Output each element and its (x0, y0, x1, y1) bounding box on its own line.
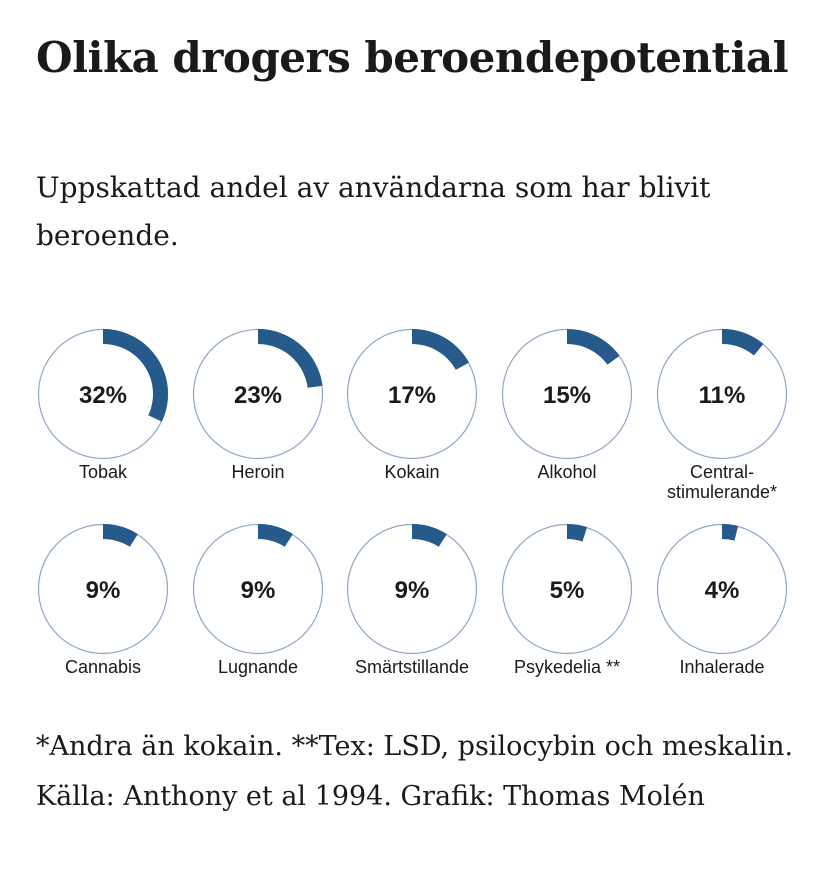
donut-cell: 32% Tobak (28, 328, 178, 482)
category-label: Central- stimulerande* (666, 462, 778, 502)
value-label: 11% (699, 382, 746, 409)
category-label: Psykedelia ** (513, 657, 621, 677)
donut-cell: 9% Cannabis (28, 523, 178, 677)
donut-ring: 11% (656, 328, 788, 460)
donut-cell: 9% Smärtstillande (337, 523, 487, 677)
chart-subtitle: Uppskattad andel av användarna som har b… (36, 171, 711, 252)
value-label: 32% (79, 382, 127, 409)
donut-value-arc (103, 329, 168, 422)
donut-cell: 15% Alkohol (492, 328, 642, 482)
donut-cell: 9% Lugnande (183, 523, 333, 677)
category-label: Heroin (231, 462, 285, 482)
category-label: Alkohol (537, 462, 597, 482)
source-footnote: *Andra än kokain. **Tex: LSD, psilocybin… (36, 731, 794, 812)
category-label: Cannabis (64, 657, 142, 677)
donut-ring: 5% (501, 523, 633, 655)
category-label: Kokain (384, 462, 440, 482)
value-label: 17% (388, 382, 436, 409)
donut-ring: 17% (346, 328, 478, 460)
value-label: 4% (705, 577, 740, 604)
donut-ring: 15% (501, 328, 633, 460)
donut-ring: 23% (192, 328, 324, 460)
value-label: 23% (234, 382, 282, 409)
donut-cell: 4% Inhalerade (647, 523, 797, 677)
value-label: 15% (543, 382, 591, 409)
donut-value-arc (258, 329, 323, 388)
category-label: Lugnande (217, 657, 299, 677)
donut-value-arc (412, 329, 469, 370)
donut-value-arc (103, 524, 138, 547)
donut-value-arc (722, 329, 764, 356)
donut-cell: 17% Kokain (337, 328, 487, 482)
donut-cell: 5% Psykedelia ** (492, 523, 642, 677)
donut-cell: 23% Heroin (183, 328, 333, 482)
category-label: Smärtstillande (354, 657, 470, 677)
donut-ring: 9% (37, 523, 169, 655)
donut-ring: 9% (192, 523, 324, 655)
donut-value-arc (412, 524, 447, 547)
donut-value-arc (567, 524, 588, 542)
value-label: 9% (395, 577, 430, 604)
donut-ring: 9% (346, 523, 478, 655)
category-label: Tobak (78, 462, 128, 482)
value-label: 9% (241, 577, 276, 604)
value-label: 5% (550, 577, 585, 604)
chart-title: Olika drogers beroendepotential (36, 33, 789, 82)
donut-value-arc (567, 329, 620, 365)
value-label: 9% (86, 577, 121, 604)
donut-ring: 4% (656, 523, 788, 655)
donut-cell: 11% Central- stimulerande* (647, 328, 797, 502)
donut-value-arc (722, 524, 739, 541)
category-label: Inhalerade (679, 657, 765, 677)
donut-value-arc (258, 524, 293, 547)
donut-ring: 32% (37, 328, 169, 460)
